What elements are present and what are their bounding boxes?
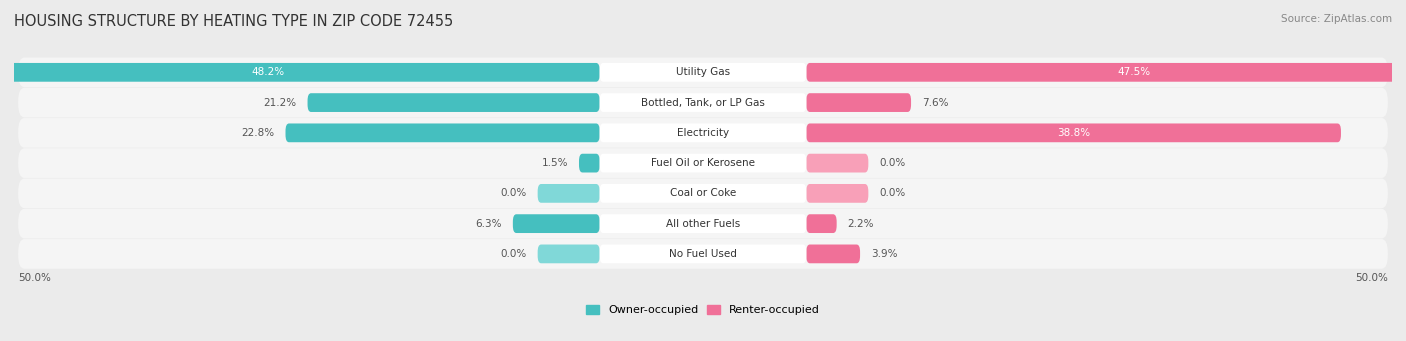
FancyBboxPatch shape [599, 63, 807, 82]
FancyBboxPatch shape [807, 123, 1341, 142]
Text: 22.8%: 22.8% [242, 128, 274, 138]
Text: 47.5%: 47.5% [1116, 67, 1150, 77]
Text: No Fuel Used: No Fuel Used [669, 249, 737, 259]
FancyBboxPatch shape [599, 123, 807, 142]
Text: Bottled, Tank, or LP Gas: Bottled, Tank, or LP Gas [641, 98, 765, 108]
FancyBboxPatch shape [18, 88, 1388, 117]
FancyBboxPatch shape [807, 93, 911, 112]
Text: 0.0%: 0.0% [501, 188, 527, 198]
FancyBboxPatch shape [18, 179, 1388, 208]
FancyBboxPatch shape [807, 63, 1406, 82]
Text: 48.2%: 48.2% [252, 67, 284, 77]
Text: Fuel Oil or Kerosene: Fuel Oil or Kerosene [651, 158, 755, 168]
Text: 1.5%: 1.5% [541, 158, 568, 168]
FancyBboxPatch shape [807, 214, 837, 233]
Text: All other Fuels: All other Fuels [666, 219, 740, 228]
FancyBboxPatch shape [599, 93, 807, 112]
Text: 0.0%: 0.0% [501, 249, 527, 259]
FancyBboxPatch shape [807, 244, 860, 263]
Text: 21.2%: 21.2% [263, 98, 297, 108]
Text: 38.8%: 38.8% [1057, 128, 1090, 138]
Text: 50.0%: 50.0% [18, 272, 51, 282]
FancyBboxPatch shape [599, 184, 807, 203]
Text: 0.0%: 0.0% [879, 188, 905, 198]
Text: 6.3%: 6.3% [475, 219, 502, 228]
Text: 7.6%: 7.6% [922, 98, 949, 108]
FancyBboxPatch shape [0, 63, 599, 82]
Text: HOUSING STRUCTURE BY HEATING TYPE IN ZIP CODE 72455: HOUSING STRUCTURE BY HEATING TYPE IN ZIP… [14, 14, 453, 29]
Text: 50.0%: 50.0% [1355, 272, 1388, 282]
Text: 0.0%: 0.0% [879, 158, 905, 168]
Text: 2.2%: 2.2% [848, 219, 875, 228]
FancyBboxPatch shape [513, 214, 599, 233]
FancyBboxPatch shape [807, 184, 869, 203]
FancyBboxPatch shape [308, 93, 599, 112]
FancyBboxPatch shape [599, 154, 807, 173]
FancyBboxPatch shape [18, 148, 1388, 178]
Text: 3.9%: 3.9% [872, 249, 897, 259]
Text: Coal or Coke: Coal or Coke [669, 188, 737, 198]
FancyBboxPatch shape [18, 118, 1388, 148]
FancyBboxPatch shape [579, 154, 599, 173]
Text: Electricity: Electricity [676, 128, 730, 138]
FancyBboxPatch shape [537, 244, 599, 263]
Text: Utility Gas: Utility Gas [676, 67, 730, 77]
Text: Source: ZipAtlas.com: Source: ZipAtlas.com [1281, 14, 1392, 24]
FancyBboxPatch shape [807, 154, 869, 173]
FancyBboxPatch shape [18, 239, 1388, 269]
FancyBboxPatch shape [537, 184, 599, 203]
FancyBboxPatch shape [18, 58, 1388, 87]
FancyBboxPatch shape [599, 244, 807, 263]
FancyBboxPatch shape [599, 214, 807, 233]
FancyBboxPatch shape [285, 123, 599, 142]
FancyBboxPatch shape [18, 209, 1388, 238]
Legend: Owner-occupied, Renter-occupied: Owner-occupied, Renter-occupied [586, 305, 820, 315]
